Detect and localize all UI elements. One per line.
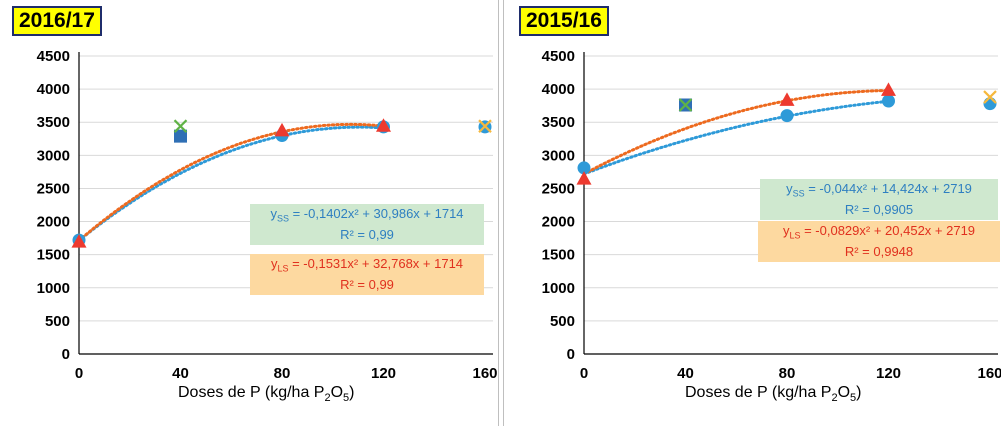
ls-equation: yLS = -0,1531x² + 32,768x + 1714 xyxy=(270,256,464,274)
y-tick-label: 0 xyxy=(567,346,575,363)
y-tick-label: 3500 xyxy=(37,114,70,131)
y-tick-label: 500 xyxy=(550,313,575,330)
y-tick-label: 2000 xyxy=(542,214,575,231)
ls-equation: yLS = -0,0829x² + 20,452x + 2719 xyxy=(782,223,976,241)
x-tick-label: 0 xyxy=(580,365,588,382)
x-mark-stroke xyxy=(678,98,693,112)
ss-equation: ySS = -0,044x² + 14,424x + 2719 xyxy=(786,181,972,199)
x-mark-stroke xyxy=(983,90,997,104)
y-tick-label: 2000 xyxy=(37,214,70,231)
y-tick-label: 2500 xyxy=(37,180,70,197)
y-tick-label: 3000 xyxy=(37,147,70,164)
y-tick-label: 0 xyxy=(62,346,70,363)
x-tick-label: 120 xyxy=(371,365,396,382)
point-c xyxy=(478,119,492,133)
season-title: 2016/17 xyxy=(12,6,102,36)
chart-panel-2015-16: 2015/16 0 500 1000 1500 2000 2500 3000 3500 4000… xyxy=(503,0,1001,426)
y-tick-label: 3000 xyxy=(542,147,575,164)
point-b xyxy=(678,98,693,112)
point-ls xyxy=(71,234,87,248)
point-b xyxy=(173,119,188,133)
trendline-ss xyxy=(582,99,890,176)
y-tick-label: 1000 xyxy=(37,280,70,297)
trendline-ls xyxy=(582,89,890,176)
y-tick-label: 4000 xyxy=(542,81,575,98)
ss-equation-box: ySS = -0,1402x² + 30,986x + 1714 R² = 0,… xyxy=(250,204,484,245)
point-ls xyxy=(376,118,391,132)
x-tick-label: 80 xyxy=(779,365,796,382)
x-tick-label: 40 xyxy=(172,365,189,382)
chart-panel-2016-17: 2016/17 0 500 1000 1500 2000 2500 3000 3500 4000… xyxy=(0,0,499,426)
ss-equation: ySS = -0,1402x² + 30,986x + 1714 xyxy=(270,206,464,224)
point-ls xyxy=(779,92,795,106)
trendline-ls xyxy=(77,122,385,242)
point-ls xyxy=(274,122,290,137)
y-tick-label: 1500 xyxy=(37,247,70,264)
y-tick-label: 500 xyxy=(45,313,70,330)
ls-r-squared: R² = 0,9948 xyxy=(844,243,914,259)
y-tick-label: 4500 xyxy=(542,48,575,65)
x-tick-label: 80 xyxy=(274,365,291,382)
ss-r-squared: R² = 0,9905 xyxy=(844,201,914,217)
point-c xyxy=(983,90,997,104)
season-title: 2015/16 xyxy=(519,6,609,36)
y-tick-label: 1500 xyxy=(542,247,575,264)
x-mark-stroke xyxy=(478,119,492,133)
x-tick-label: 120 xyxy=(876,365,901,382)
ls-r-squared: R² = 0,99 xyxy=(340,276,394,292)
point-ss xyxy=(983,97,997,111)
x-tick-label: 160 xyxy=(472,365,497,382)
point-ls xyxy=(576,171,592,185)
point-ls xyxy=(881,82,896,96)
point-ss xyxy=(577,161,591,175)
y-tick-label: 4500 xyxy=(37,48,70,65)
x-axis-label: Doses de P (kg/ha P2O5) xyxy=(178,384,355,405)
x-tick-label: 40 xyxy=(677,365,694,382)
point-ss xyxy=(780,109,794,123)
ls-equation-box: yLS = -0,1531x² + 32,768x + 1714 R² = 0,… xyxy=(250,254,484,295)
y-tick-label: 2500 xyxy=(542,180,575,197)
x-tick-label: 160 xyxy=(977,365,1001,382)
x-tick-label: 0 xyxy=(75,365,83,382)
y-tick-label: 4000 xyxy=(37,81,70,98)
point-a xyxy=(174,129,187,143)
y-tick-label: 3500 xyxy=(542,114,575,131)
ss-equation-box: ySS = -0,044x² + 14,424x + 2719 R² = 0,9… xyxy=(760,179,998,220)
ls-equation-box: yLS = -0,0829x² + 20,452x + 2719 R² = 0,… xyxy=(758,221,1000,262)
x-axis-label: Doses de P (kg/ha P2O5) xyxy=(685,384,862,405)
x-mark-stroke xyxy=(173,119,188,133)
trendline-ss xyxy=(77,125,385,242)
y-tick-label: 1000 xyxy=(542,280,575,297)
ss-r-squared: R² = 0,99 xyxy=(340,226,394,242)
point-ss xyxy=(882,94,895,108)
